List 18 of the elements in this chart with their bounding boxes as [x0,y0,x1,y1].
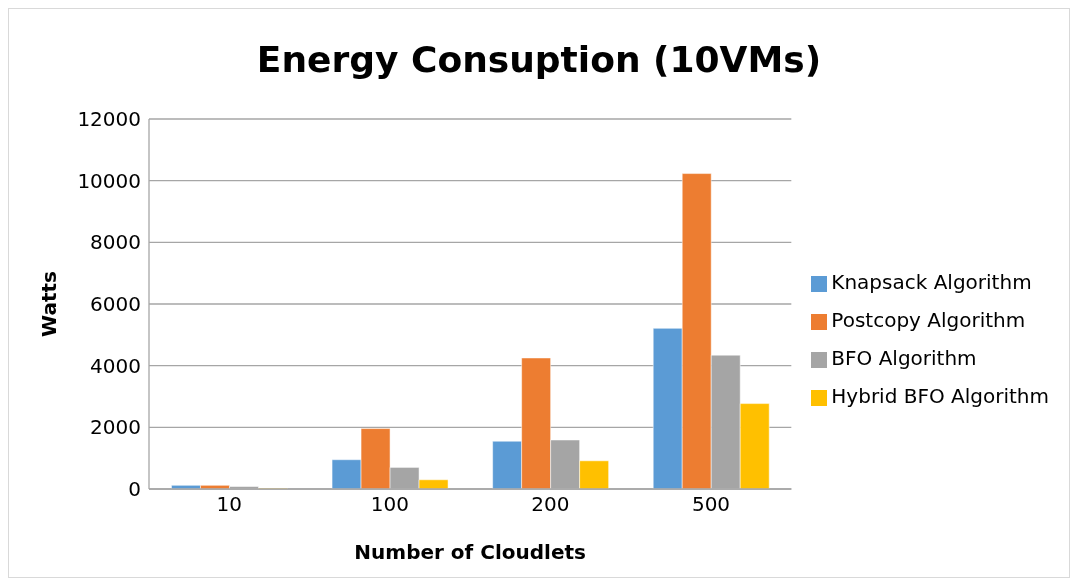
x-tick-label: 200 [531,492,570,517]
y-tick-label: 10000 [77,168,141,193]
legend-label: BFO Algorithm [831,346,977,370]
y-axis-title: Watts [37,271,62,337]
y-tick-label: 8000 [90,230,141,255]
legend-label: Hybrid BFO Algorithm [831,384,1049,408]
chart-title: Energy Consuption (10VMs) [255,39,823,80]
y-tick-label: 12000 [77,107,141,132]
x-axis-title: Number of Cloudlets [354,540,586,564]
legend-label: Knapsack Algorithm [831,270,1032,294]
x-tick-label: 100 [370,492,409,517]
legend-label: Postcopy Algorithm [831,308,1026,332]
x-tick-label: 500 [691,492,731,517]
y-tick-label: 2000 [90,415,141,440]
y-tick-label: 4000 [90,353,141,378]
y-tick-label: 0 [128,477,141,502]
y-tick-label: 6000 [90,292,141,317]
x-tick-label: 10 [216,492,243,517]
